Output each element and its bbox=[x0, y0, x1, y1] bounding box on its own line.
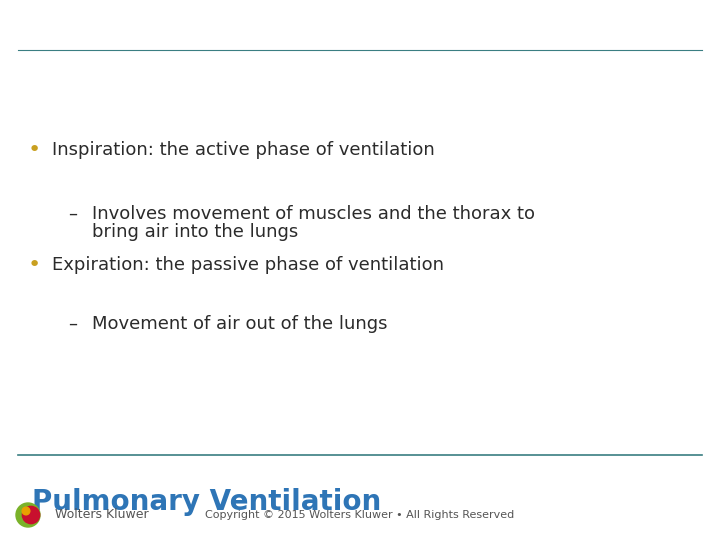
Circle shape bbox=[22, 507, 40, 524]
Text: Pulmonary Ventilation: Pulmonary Ventilation bbox=[32, 488, 382, 516]
Text: Involves movement of muscles and the thorax to: Involves movement of muscles and the tho… bbox=[92, 205, 535, 223]
Text: Copyright © 2015 Wolters Kluwer • All Rights Reserved: Copyright © 2015 Wolters Kluwer • All Ri… bbox=[205, 510, 515, 520]
Text: –: – bbox=[68, 315, 77, 333]
Text: Movement of air out of the lungs: Movement of air out of the lungs bbox=[92, 315, 387, 333]
Text: Inspiration: the active phase of ventilation: Inspiration: the active phase of ventila… bbox=[52, 141, 435, 159]
Text: bring air into the lungs: bring air into the lungs bbox=[92, 223, 298, 241]
Circle shape bbox=[22, 507, 30, 515]
Text: Expiration: the passive phase of ventilation: Expiration: the passive phase of ventila… bbox=[52, 256, 444, 274]
Text: Wolters Kluwer: Wolters Kluwer bbox=[55, 509, 148, 522]
Text: •: • bbox=[28, 140, 41, 160]
Circle shape bbox=[16, 503, 40, 527]
Text: •: • bbox=[28, 255, 41, 275]
Text: –: – bbox=[68, 205, 77, 223]
